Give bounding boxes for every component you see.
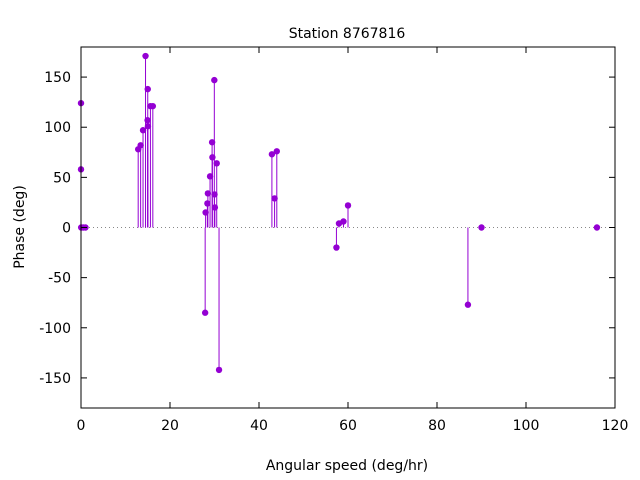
data-point	[344, 202, 352, 209]
y-tick-label: -100	[39, 321, 71, 337]
data-point	[215, 366, 223, 374]
data-point	[271, 195, 278, 202]
data-point	[211, 204, 219, 211]
data-point	[268, 151, 276, 158]
data-point	[209, 154, 216, 161]
y-tick-label: -50	[48, 271, 71, 287]
y-tick-label: 50	[53, 170, 71, 186]
data-point	[211, 76, 218, 84]
x-tick-label: 0	[77, 418, 86, 434]
data-point	[137, 142, 144, 149]
data-point	[144, 117, 151, 124]
x-axis-label: Angular speed (deg/hr)	[266, 458, 428, 474]
chart-title: Station 8767816	[289, 26, 406, 42]
data-point	[204, 200, 211, 207]
x-tick-label: 120	[602, 418, 629, 434]
data-point	[144, 85, 151, 93]
data-point	[464, 301, 472, 308]
x-tick-label: 60	[339, 418, 357, 434]
data-point	[142, 52, 149, 60]
data-point	[213, 160, 220, 167]
data-point	[593, 224, 601, 231]
data-point	[202, 209, 209, 216]
data-point	[204, 190, 212, 197]
data-point	[206, 173, 214, 180]
y-tick-label: 150	[44, 70, 71, 86]
y-tick-label: 100	[44, 120, 71, 136]
x-tick-label: 80	[428, 418, 446, 434]
y-tick-label: 0	[62, 221, 71, 237]
data-point	[208, 139, 216, 146]
data-point	[139, 127, 147, 134]
y-axis-label: Phase (deg)	[12, 185, 28, 269]
data-point	[211, 191, 218, 198]
data-point	[478, 224, 485, 231]
data-point	[149, 102, 157, 110]
data-point	[144, 123, 152, 130]
data-point	[201, 309, 209, 316]
x-tick-label: 100	[513, 418, 540, 434]
x-tick-label: 20	[161, 418, 179, 434]
data-point	[340, 218, 347, 225]
y-tick-label: -150	[39, 371, 71, 387]
data-point	[273, 148, 280, 155]
data-point	[333, 244, 340, 251]
x-tick-label: 40	[250, 418, 268, 434]
